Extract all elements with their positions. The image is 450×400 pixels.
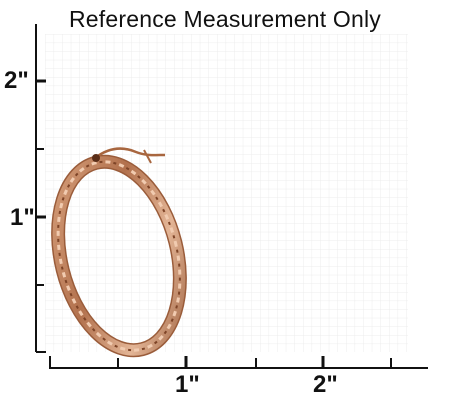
earring-image bbox=[51, 147, 187, 358]
reference-title: Reference Measurement Only bbox=[68, 6, 381, 32]
y-tick-label-1: 1" bbox=[10, 204, 35, 231]
x-tick-label-1: 1" bbox=[175, 371, 200, 398]
x-tick-label-2: 2" bbox=[313, 371, 338, 398]
y-tick-label-2: 2" bbox=[4, 67, 29, 94]
grid-area bbox=[45, 34, 408, 352]
